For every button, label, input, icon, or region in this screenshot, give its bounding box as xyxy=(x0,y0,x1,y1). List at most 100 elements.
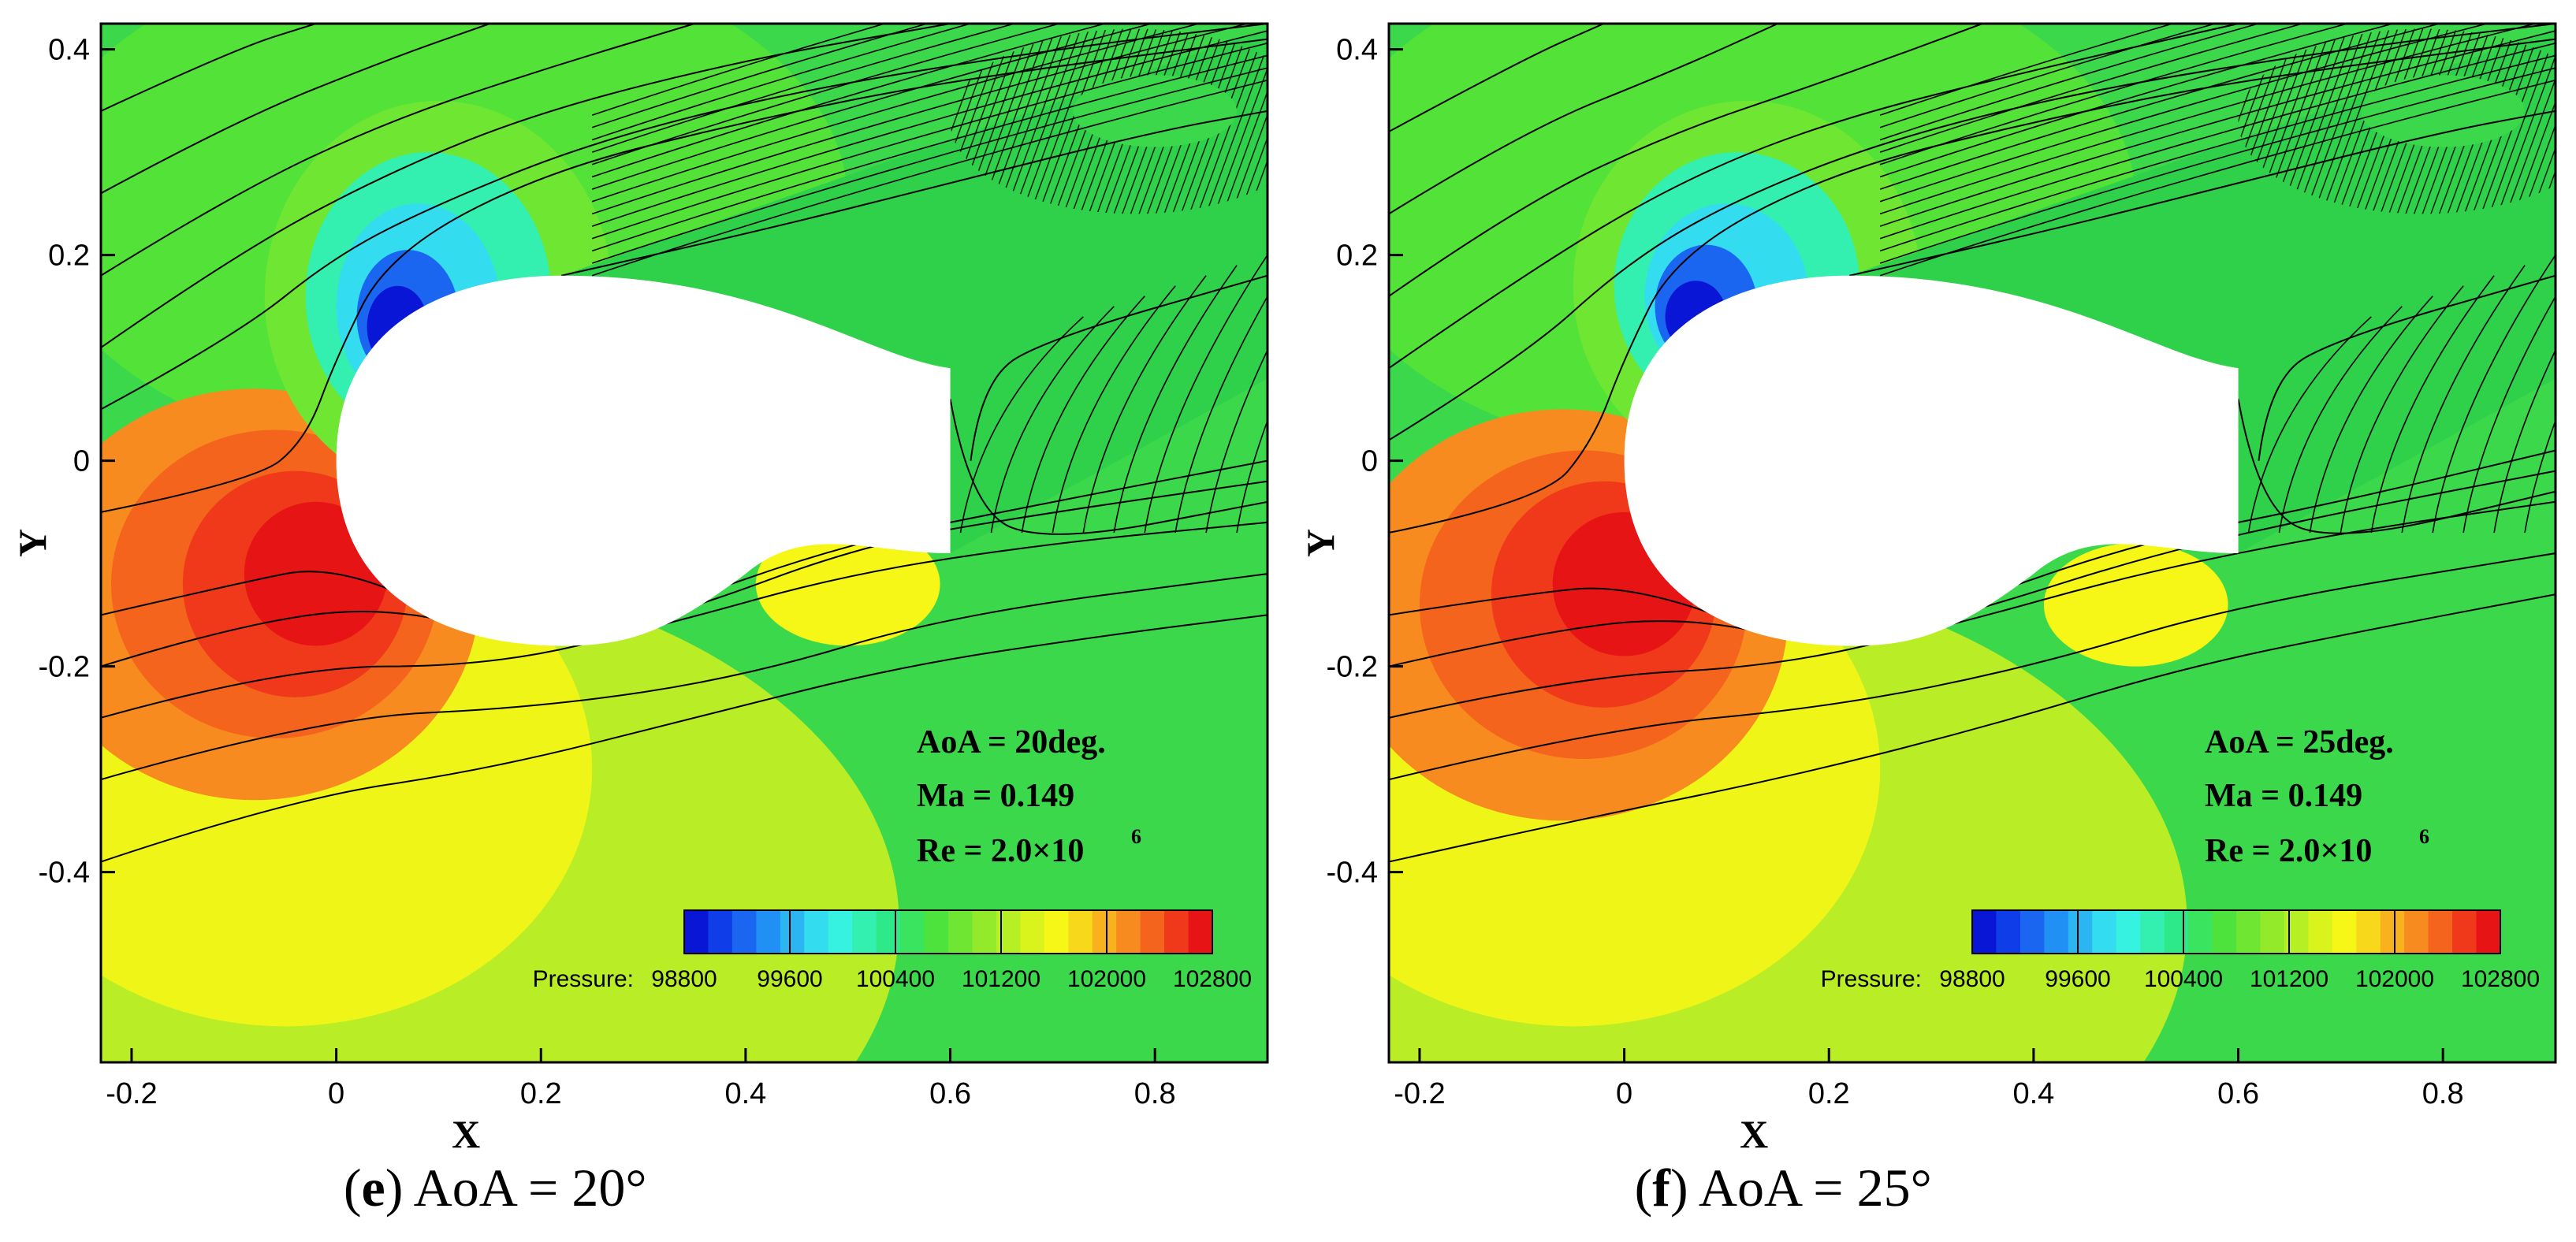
wake-streamline-8 xyxy=(591,24,1107,178)
x-tick-label: -0.2 xyxy=(106,1077,157,1110)
cavity-streamline-5 xyxy=(2401,265,2526,534)
y-tick-label: 0.2 xyxy=(1336,240,1378,273)
streamline-8 xyxy=(1389,24,1983,297)
x-tick-label: 0.8 xyxy=(1134,1077,1176,1110)
wake-streamline-0 xyxy=(591,79,1268,277)
streamline-11 xyxy=(1848,110,2556,277)
cavity-streamline-3 xyxy=(2340,285,2464,534)
x-tick-label: 0.6 xyxy=(2217,1077,2259,1110)
wake-streamline-6 xyxy=(1879,24,2490,203)
annotation-reynolds: Re = 2.0×10 xyxy=(917,833,1084,869)
colorbar-swatch xyxy=(948,910,973,954)
vortex-core-center xyxy=(2361,75,2526,147)
colorbar-tick-label: 100400 xyxy=(856,966,935,992)
wake-streamline-11 xyxy=(591,24,973,141)
flow-conditions-annotation: AoA = 20deg. Ma = 0.149 Re = 2.0×10 6 xyxy=(917,724,1141,869)
annotation-aoa: AoA = 25deg. xyxy=(2205,724,2394,760)
wake-streamline-9 xyxy=(1879,24,2350,165)
pressure-colorbar: 98800 99600 100400 101200 102000 102800 Pressu… xyxy=(1821,909,2540,992)
body-shape xyxy=(1624,275,2239,646)
colorbar-swatch xyxy=(708,910,733,954)
x-axis-label: X xyxy=(1740,1112,1768,1156)
cavity-streamline-1 xyxy=(2278,306,2403,534)
streamline-5 xyxy=(1389,38,2556,534)
colorbar-swatch xyxy=(1020,910,1045,954)
colorbar-tick-label: 98800 xyxy=(651,966,717,992)
colorbar-swatch xyxy=(1068,910,1093,954)
colorbar-swatch xyxy=(2164,910,2189,954)
cavity-streamline-6 xyxy=(1144,255,1268,534)
wake-streamline-12 xyxy=(591,24,929,128)
y-tick-label: -0.4 xyxy=(1327,857,1378,890)
wake-streamline-10 xyxy=(1879,24,2305,153)
colorbar-swatch xyxy=(2308,910,2333,954)
x-tick-label: 0 xyxy=(328,1077,344,1110)
colorbar-tick-label: 101200 xyxy=(2250,966,2328,992)
colorbar-swatch xyxy=(2019,910,2045,954)
panel-caption: (e) AoA = 20° xyxy=(344,1158,647,1218)
x-tick-label: 0.2 xyxy=(520,1077,562,1110)
cavity-streamline-2 xyxy=(1021,296,1145,534)
colorbar-swatch xyxy=(731,910,757,954)
streamline-13 xyxy=(2258,274,2556,461)
cavity-streamline-8 xyxy=(2493,348,2556,534)
annotation-aoa: AoA = 20deg. xyxy=(917,724,1106,760)
colorbar-tick-label: 99600 xyxy=(2045,966,2110,992)
cavity-streamline-6 xyxy=(2432,255,2556,534)
plot-area xyxy=(1389,24,2556,1062)
annotation-mach: Ma = 0.149 xyxy=(2205,778,2362,814)
colorbar-tick-label: 98800 xyxy=(1939,966,2005,992)
streamline-12 xyxy=(2237,399,2556,534)
cavity-streamline-7 xyxy=(1174,295,1268,534)
colorbar-swatch xyxy=(828,910,853,954)
colorbar-swatch xyxy=(876,910,901,954)
wake-streamline-2 xyxy=(1879,54,2556,252)
contour-plot-panel-f: -0.2 0 0.2 0.4 0.6 0.8 -0.4 -0.2 0 0.2 0.4 X Y AoA = … xyxy=(1298,22,2557,1218)
streamline-7 xyxy=(101,24,951,348)
y-axis-label: Y xyxy=(10,529,54,557)
wake-streamline-12 xyxy=(1879,24,2217,128)
cavity-streamline-0 xyxy=(2247,316,2372,534)
wake-streamline-1 xyxy=(1879,67,2556,264)
colorbar-swatch xyxy=(2428,910,2453,954)
wake-streamline-5 xyxy=(591,24,1250,215)
y-tick-label: 0 xyxy=(73,445,90,478)
colorbar-swatch xyxy=(1996,910,2021,954)
colorbar-swatch xyxy=(852,910,877,954)
streamline-10 xyxy=(1389,24,1605,132)
colorbar-label: Pressure: xyxy=(533,966,634,992)
colorbar-swatch xyxy=(924,910,949,954)
annotation-reynolds-exponent: 6 xyxy=(2419,825,2429,848)
colorbar-tick-label: 102800 xyxy=(2461,966,2540,992)
annotation-mach: Ma = 0.149 xyxy=(917,778,1074,814)
colorbar-swatch xyxy=(2356,910,2381,954)
cavity-streamline-4 xyxy=(1082,275,1207,534)
x-tick-label: 0.6 xyxy=(929,1077,971,1110)
colorbar-swatch xyxy=(972,910,997,954)
x-axis-label: X xyxy=(452,1112,480,1156)
cavity-streamline-0 xyxy=(959,316,1084,534)
colorbar-swatch xyxy=(2212,910,2237,954)
colorbar-swatch xyxy=(1164,910,1189,954)
colorbar-swatch xyxy=(2044,910,2069,954)
y-tick-label: 0 xyxy=(1361,445,1378,478)
y-tick-label: 0.2 xyxy=(48,240,90,273)
colorbar-label: Pressure: xyxy=(1821,966,1922,992)
cavity-streamline-8 xyxy=(1205,348,1268,534)
colorbar-swatch xyxy=(1972,910,1997,954)
streamline-1 xyxy=(101,573,1268,781)
colorbar-swatch xyxy=(1092,910,1117,954)
wake-streamline-4 xyxy=(591,30,1268,227)
cavity-streamline-5 xyxy=(1113,265,1238,534)
colorbar-swatch xyxy=(2380,910,2405,954)
colorbar-swatch xyxy=(2140,910,2165,954)
streamline-1 xyxy=(1389,552,2556,781)
contour-level-10 xyxy=(755,522,940,646)
colorbar-swatch xyxy=(1140,910,1165,954)
y-tick-label: 0.4 xyxy=(48,34,90,67)
wake-streamline-2 xyxy=(591,54,1268,252)
x-tick-label: 0.4 xyxy=(2012,1077,2054,1110)
annotation-reynolds-exponent: 6 xyxy=(1131,825,1141,848)
cavity-streamline-2 xyxy=(2309,296,2433,534)
